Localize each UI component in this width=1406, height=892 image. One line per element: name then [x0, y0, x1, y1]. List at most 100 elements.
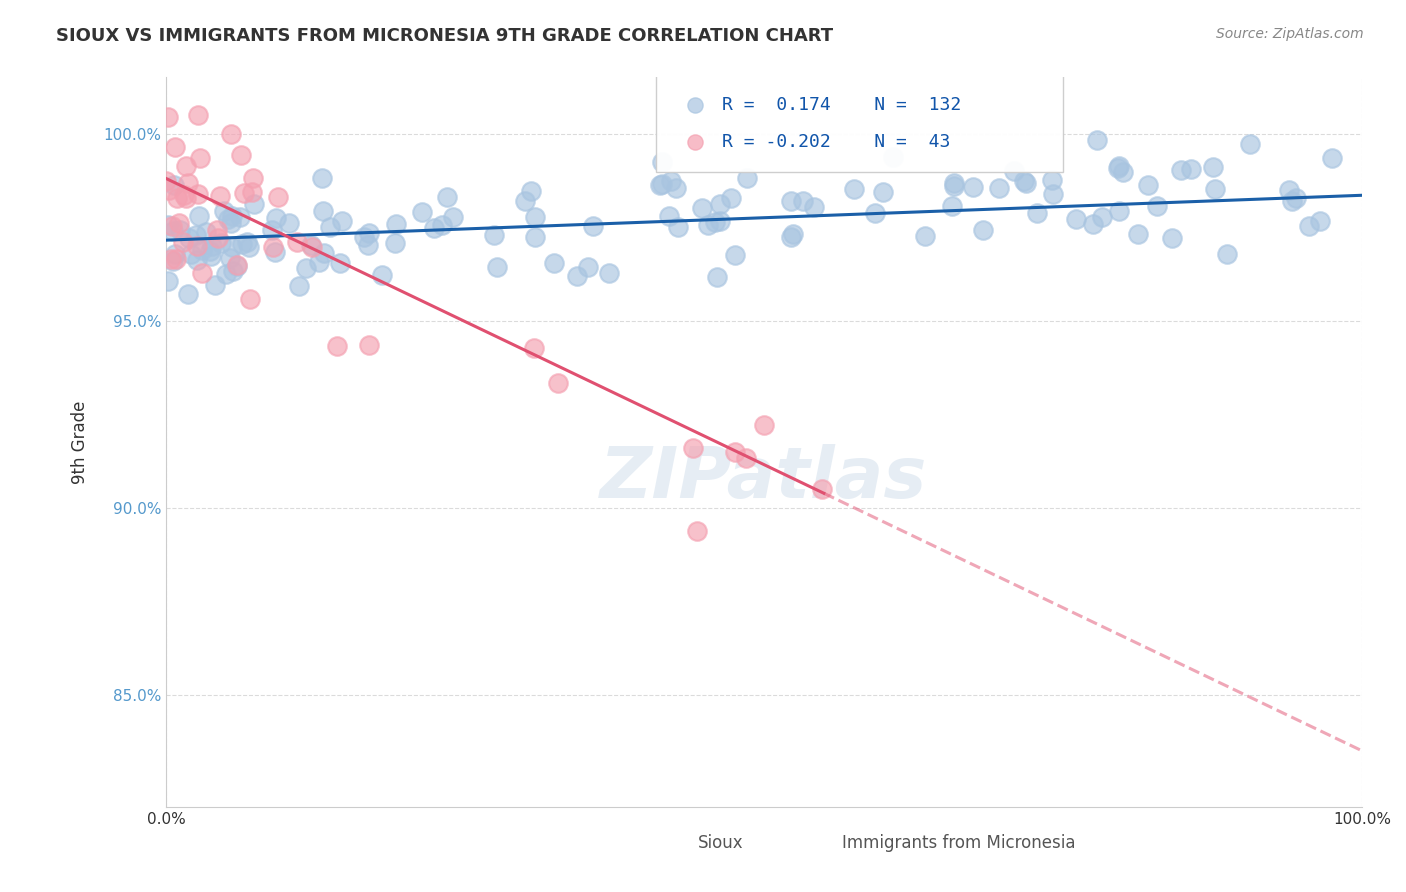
- Point: [690, 201, 713, 215]
- Point: [706, 270, 728, 285]
- Point: [232, 186, 254, 200]
- Point: [200, 249, 222, 263]
- Point: [972, 223, 994, 237]
- Point: [160, 252, 183, 266]
- Point: [565, 269, 588, 284]
- Point: [167, 215, 190, 229]
- Point: [1278, 183, 1301, 197]
- Point: [686, 524, 709, 538]
- Point: [187, 108, 209, 122]
- Point: [720, 191, 742, 205]
- Point: [1025, 205, 1047, 219]
- Point: [384, 236, 406, 251]
- Point: [724, 445, 747, 459]
- Point: [166, 191, 188, 205]
- Point: [231, 148, 253, 162]
- Point: [779, 230, 801, 244]
- Point: [215, 267, 238, 281]
- Point: [709, 214, 731, 228]
- Point: [318, 219, 340, 234]
- Point: [174, 191, 197, 205]
- Point: [543, 256, 565, 270]
- Point: [357, 226, 380, 240]
- Point: [1108, 159, 1130, 173]
- Point: [704, 214, 727, 228]
- Point: [1015, 176, 1038, 190]
- Point: [242, 170, 264, 185]
- Point: [987, 180, 1010, 194]
- Point: [162, 178, 184, 192]
- Point: [353, 229, 375, 244]
- Point: [219, 216, 242, 230]
- Point: [243, 197, 266, 211]
- Point: [411, 205, 433, 219]
- Point: [1161, 231, 1184, 245]
- Point: [1090, 210, 1112, 224]
- Point: [162, 254, 184, 268]
- Point: [177, 287, 200, 301]
- Point: [238, 239, 260, 253]
- Point: [169, 222, 191, 236]
- Point: [207, 231, 229, 245]
- Point: [735, 171, 758, 186]
- Point: [299, 237, 322, 252]
- Point: [219, 128, 242, 142]
- Point: [236, 235, 259, 249]
- Point: [1040, 173, 1063, 187]
- Point: [1146, 199, 1168, 213]
- Point: [882, 150, 904, 164]
- Point: [1239, 137, 1261, 152]
- Point: [177, 231, 200, 245]
- Point: [330, 214, 353, 228]
- Point: [752, 417, 775, 432]
- Point: [523, 341, 546, 355]
- Point: [515, 194, 537, 208]
- Point: [842, 182, 865, 196]
- Point: [941, 199, 963, 213]
- Point: [734, 451, 756, 466]
- Y-axis label: 9th Grade: 9th Grade: [72, 401, 89, 483]
- Point: [547, 376, 569, 390]
- Text: SIOUX VS IMMIGRANTS FROM MICRONESIA 9TH GRADE CORRELATION CHART: SIOUX VS IMMIGRANTS FROM MICRONESIA 9TH …: [56, 27, 834, 45]
- Point: [648, 178, 671, 193]
- Point: [301, 240, 323, 254]
- Point: [266, 211, 288, 225]
- Point: [278, 216, 301, 230]
- Point: [212, 203, 235, 218]
- Point: [201, 239, 224, 253]
- Point: [163, 247, 186, 261]
- Point: [221, 240, 243, 254]
- Point: [195, 225, 218, 239]
- Point: [1322, 152, 1344, 166]
- Point: [156, 274, 179, 288]
- Point: [485, 260, 508, 274]
- Point: [208, 189, 231, 203]
- Point: [308, 254, 330, 268]
- Point: [430, 219, 453, 233]
- Point: [1137, 178, 1160, 193]
- Point: [231, 237, 253, 252]
- Point: [658, 210, 681, 224]
- Point: [314, 245, 336, 260]
- Point: [187, 187, 209, 202]
- Point: [229, 210, 252, 224]
- Point: [225, 259, 247, 273]
- Point: [709, 197, 731, 211]
- Point: [266, 190, 288, 204]
- Point: [198, 244, 221, 258]
- Point: [682, 442, 704, 456]
- Point: [295, 261, 318, 276]
- Point: [204, 277, 226, 292]
- Point: [157, 219, 180, 233]
- Point: [1170, 162, 1192, 177]
- Point: [803, 200, 825, 214]
- Point: [576, 260, 599, 274]
- Point: [371, 268, 394, 282]
- Point: [173, 187, 195, 202]
- Point: [217, 212, 239, 227]
- Text: Immigrants from Micronesia: Immigrants from Micronesia: [842, 834, 1076, 853]
- Point: [184, 227, 207, 242]
- Point: [156, 110, 179, 124]
- Point: [172, 235, 194, 250]
- Point: [811, 482, 834, 496]
